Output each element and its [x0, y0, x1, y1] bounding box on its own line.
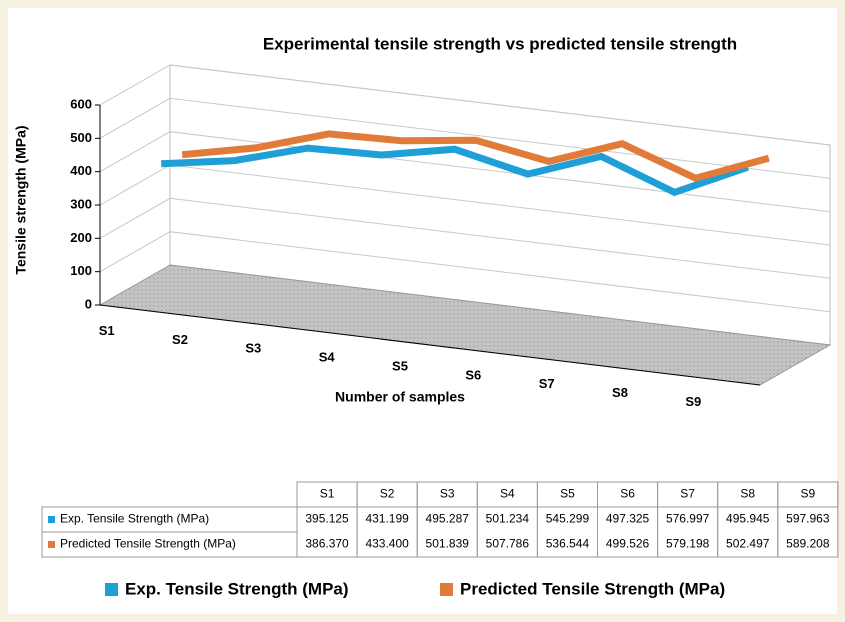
- table-value: 499.526: [606, 537, 650, 551]
- table-value: 597.963: [786, 512, 830, 526]
- x-tick-label: S6: [465, 367, 481, 382]
- x-axis: [99, 304, 761, 386]
- table-value: 501.234: [486, 512, 530, 526]
- table-value: 501.839: [426, 537, 470, 551]
- y-axis-label: Tensile strength (MPa): [13, 125, 29, 274]
- x-tick-label: S3: [245, 341, 261, 356]
- table-cell: [777, 481, 839, 558]
- grid-line: [99, 197, 831, 279]
- table-value: 579.198: [666, 537, 710, 551]
- legend-key: [440, 583, 453, 596]
- x-tick-label: S9: [685, 394, 701, 409]
- table-header: S3: [440, 487, 455, 501]
- table-value: 589.208: [786, 537, 830, 551]
- y-tick-label: 200: [70, 230, 92, 245]
- x-tick-label: S1: [99, 323, 115, 338]
- table-header: S5: [560, 487, 575, 501]
- y-tick-label: 100: [70, 263, 92, 278]
- x-tick-label: S8: [612, 385, 628, 400]
- grid-line: [99, 231, 831, 313]
- table-value: 545.299: [546, 512, 590, 526]
- table-value: 495.287: [426, 512, 470, 526]
- legend-key: [105, 583, 118, 596]
- table-value: 433.400: [365, 537, 409, 551]
- table-value: 536.544: [546, 537, 590, 551]
- table-value: 576.997: [666, 512, 710, 526]
- x-tick-label: S5: [392, 358, 408, 373]
- y-tick-label: 500: [70, 130, 92, 145]
- table-header: S7: [680, 487, 695, 501]
- y-tick-label: 300: [70, 196, 92, 211]
- x-tick-label: S2: [172, 332, 188, 347]
- table-row-label: Predicted Tensile Strength (MPa): [60, 537, 236, 551]
- table-row-label: Exp. Tensile Strength (MPa): [60, 512, 209, 526]
- table-value: 507.786: [486, 537, 530, 551]
- y-tick-label: 0: [85, 296, 92, 311]
- table-row-label-cell: [41, 531, 298, 558]
- grid-line: [99, 131, 831, 213]
- grid-line: [99, 97, 831, 179]
- y-tick-label: 600: [70, 96, 92, 111]
- table-header: S9: [801, 487, 816, 501]
- legend-label: Exp. Tensile Strength (MPa): [125, 579, 349, 598]
- x-tick-label: S7: [539, 376, 555, 391]
- grid-line: [99, 64, 831, 146]
- x-axis-label: Number of samples: [335, 389, 465, 405]
- table-header: S4: [500, 487, 515, 501]
- series-line: [161, 144, 749, 197]
- legend-label: Predicted Tensile Strength (MPa): [460, 579, 725, 598]
- table-value: 395.125: [305, 512, 349, 526]
- x-tick-label: S4: [319, 350, 336, 365]
- y-tick-label: 400: [70, 163, 92, 178]
- table-legend-key: [48, 541, 55, 548]
- table-value: 386.370: [305, 537, 349, 551]
- table-header: S6: [620, 487, 635, 501]
- table-header: S1: [320, 487, 335, 501]
- series-line: [181, 130, 770, 182]
- table-value: 497.325: [606, 512, 650, 526]
- table-value: 431.199: [365, 512, 409, 526]
- table-header: S8: [740, 487, 755, 501]
- chart-title: Experimental tensile strength vs predict…: [263, 34, 737, 53]
- table-value: 502.497: [726, 537, 770, 551]
- table-header: S2: [380, 487, 395, 501]
- table-value: 495.945: [726, 512, 770, 526]
- table-legend-key: [48, 516, 55, 523]
